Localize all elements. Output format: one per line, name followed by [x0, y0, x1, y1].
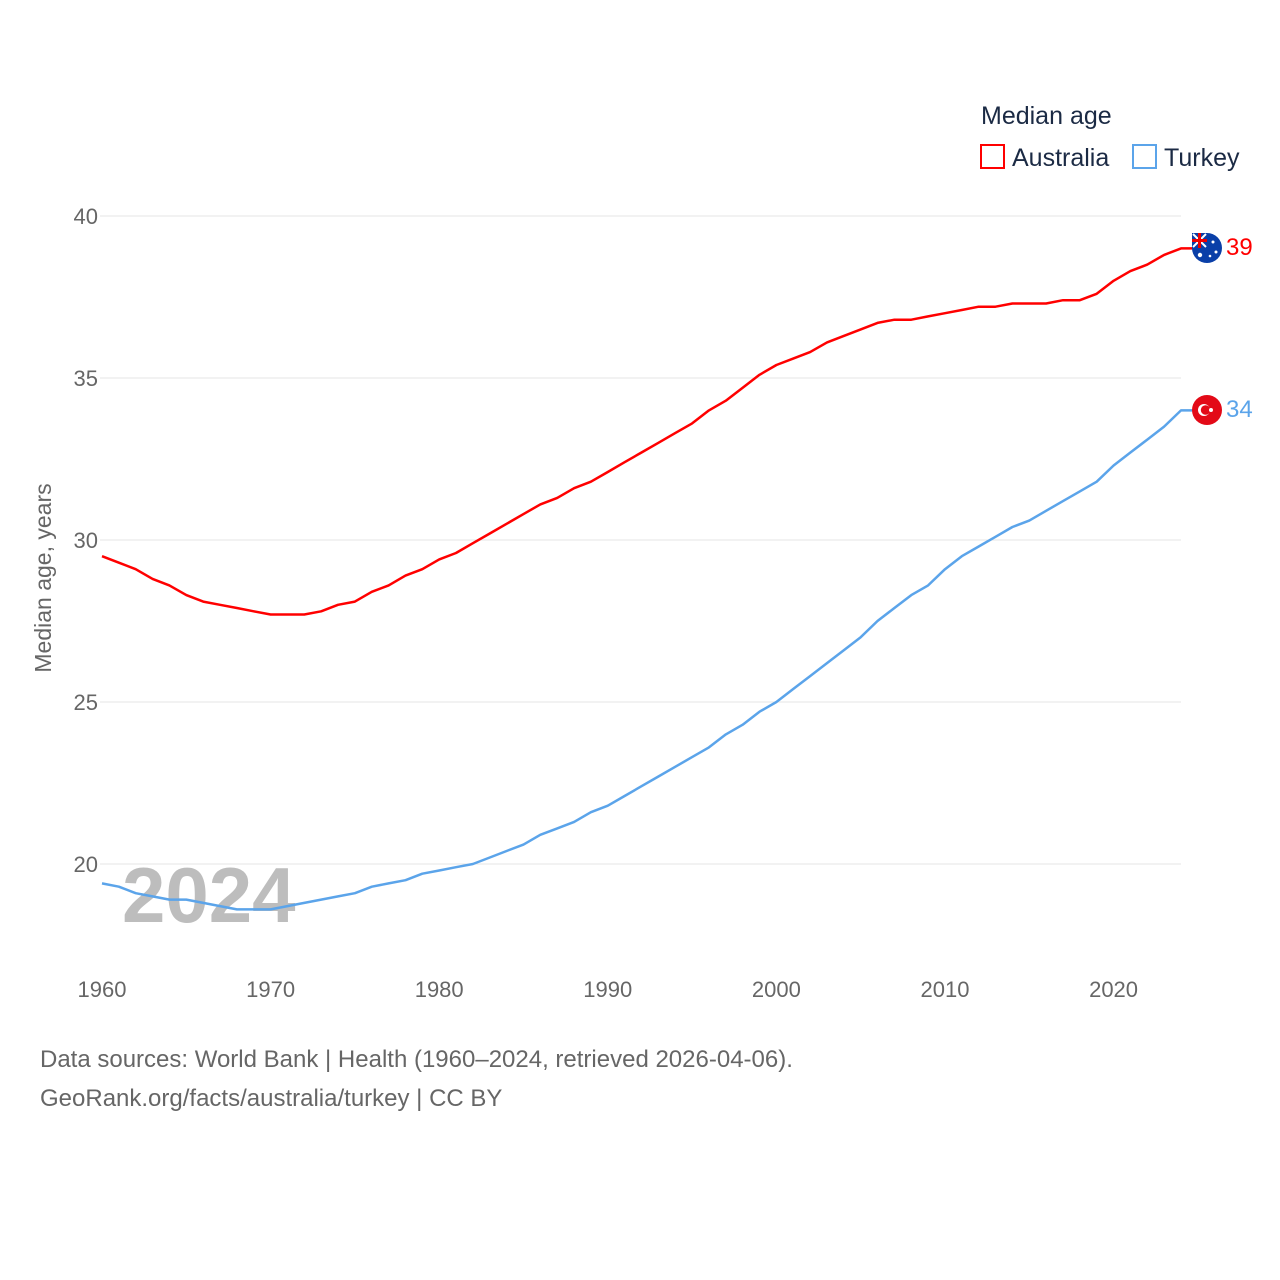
end-label-australia: 39: [1226, 234, 1253, 261]
data-sources-note: Data sources: World Bank | Health (1960–…: [40, 1046, 793, 1073]
x-tick-label: 2020: [1089, 977, 1138, 1002]
end-label-turkey: 34: [1226, 396, 1253, 423]
legend: Median age Australia Turkey: [980, 102, 1240, 172]
series-line-australia[interactable]: [101, 247, 1195, 616]
x-tick-label: 1990: [583, 977, 632, 1002]
x-tick-label: 2000: [752, 977, 801, 1002]
y-tick-label: 25: [74, 690, 98, 715]
y-axis-label: Median age, years: [30, 483, 56, 672]
x-tick-label: 2010: [920, 977, 969, 1002]
series-line-turkey[interactable]: [101, 409, 1195, 911]
y-tick-label: 30: [74, 528, 98, 553]
legend-label-turkey[interactable]: Turkey: [1164, 144, 1240, 172]
y-tick-label: 35: [74, 366, 98, 391]
legend-label-australia[interactable]: Australia: [1012, 144, 1109, 172]
y-tick-label: 40: [74, 204, 98, 229]
y-tick-label: 20: [74, 852, 98, 877]
legend-title: Median age: [981, 102, 1112, 130]
turkey-flag-icon: [1192, 395, 1222, 425]
legend-swatch-turkey[interactable]: [1132, 144, 1157, 169]
legend-swatch-australia[interactable]: [980, 144, 1005, 169]
australia-flag-icon: [1192, 233, 1222, 263]
x-tick-label: 1980: [415, 977, 464, 1002]
x-tick-label: 1970: [246, 977, 295, 1002]
source-link[interactable]: GeoRank.org/facts/australia/turkey | CC …: [40, 1085, 503, 1112]
x-tick-label: 1960: [78, 977, 127, 1002]
